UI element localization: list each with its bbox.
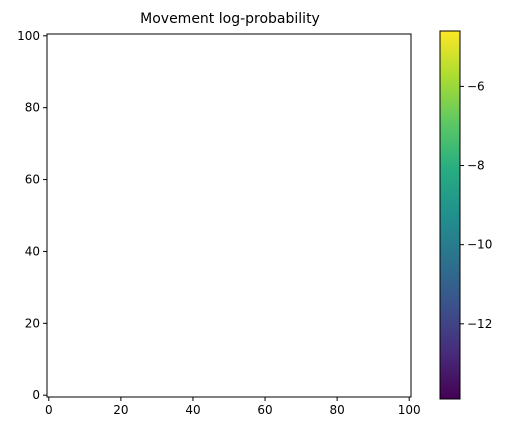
chart-title: Movement log-probability [140, 11, 320, 27]
